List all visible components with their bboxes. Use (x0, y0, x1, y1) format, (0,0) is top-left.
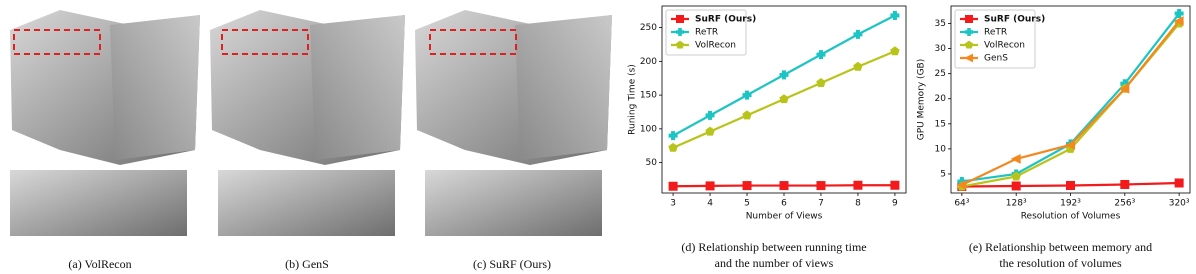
legend-label: VolRecon (984, 41, 1025, 51)
marker (890, 46, 900, 56)
marker (742, 181, 752, 191)
marker (779, 94, 789, 104)
marker (964, 53, 973, 63)
marker (676, 28, 684, 36)
x-tick-label: 9 (892, 199, 898, 209)
marker (779, 70, 789, 80)
legend-label: SuRF (Ours) (695, 15, 756, 25)
plot-frame (950, 5, 1191, 194)
x-tick-label: 256³ (1114, 199, 1135, 209)
marker (668, 131, 678, 141)
render-b (210, 10, 405, 236)
y-axis-label: Runing Time (s) (628, 64, 638, 135)
y-axis-label: GPU Memory (GB) (917, 59, 927, 140)
marker (1120, 79, 1130, 89)
x-tick-label: 4 (707, 199, 713, 209)
marker (1065, 139, 1075, 150)
marker (1010, 153, 1021, 164)
legend: SuRF (Ours) ReTR VolRecon (665, 9, 756, 56)
marker (816, 78, 826, 87)
x-tick-label: 7 (818, 199, 824, 209)
x-tick-label: 320³ (1169, 199, 1190, 209)
y-tick-label: 10 (935, 144, 947, 154)
marker (1011, 171, 1021, 181)
y-tick-label: 15 (935, 119, 946, 129)
caption: (e) Relationship between memory and (969, 240, 1152, 254)
legend-box (665, 9, 747, 56)
caption: and the number of views (715, 256, 834, 270)
render-a (10, 10, 200, 236)
marker (779, 181, 789, 191)
marker (742, 90, 752, 100)
plot-frame (661, 5, 907, 194)
marker (668, 142, 678, 152)
caption: (d) Relationship between running time (681, 240, 866, 254)
x-tick-label: 8 (855, 199, 861, 209)
marker (668, 181, 678, 191)
marker (957, 176, 967, 186)
marker (853, 29, 863, 39)
marker (705, 181, 715, 191)
y-tick-label: 50 (646, 158, 658, 168)
marker (965, 15, 973, 23)
marker (1120, 179, 1130, 189)
marker (1066, 180, 1075, 190)
render-c (415, 10, 612, 236)
marker (705, 110, 715, 120)
y-tick-label: 200 (640, 57, 657, 67)
marker (1173, 16, 1184, 26)
marker (675, 40, 685, 49)
marker (890, 180, 900, 190)
marker (676, 15, 684, 23)
marker (1174, 9, 1184, 19)
marker (890, 10, 900, 20)
x-tick-label: 3 (670, 199, 676, 209)
legend-label: ReTR (984, 28, 1007, 38)
y-tick-label: 30 (935, 44, 947, 54)
legend-label: GenS (984, 54, 1008, 64)
marker (956, 180, 967, 190)
marker (853, 61, 863, 71)
legend-label: ReTR (695, 28, 718, 38)
marker (705, 126, 715, 136)
caption: (c) SuRF (Ours) (473, 257, 551, 271)
legend-label: VolRecon (695, 41, 736, 51)
marker (965, 28, 973, 36)
x-tick-label: 128³ (1006, 199, 1027, 209)
marker (1119, 83, 1130, 94)
marker (816, 181, 826, 191)
caption: (a) VolRecon (68, 257, 131, 271)
y-tick-label: 5 (940, 169, 946, 179)
y-tick-label: 150 (640, 91, 657, 101)
x-tick-label: 5 (744, 199, 750, 209)
y-tick-label: 100 (640, 124, 657, 134)
marker (742, 110, 752, 120)
marker (1011, 181, 1021, 191)
marker (816, 50, 826, 60)
legend-label: SuRF (Ours) (984, 15, 1045, 25)
x-tick-label: 192³ (1060, 199, 1081, 209)
marker (853, 180, 863, 190)
y-tick-label: 35 (935, 19, 946, 29)
marker (964, 40, 974, 49)
y-tick-label: 250 (640, 23, 657, 33)
x-axis-label: Number of Views (746, 212, 823, 222)
x-tick-label: 6 (781, 199, 787, 209)
y-tick-label: 20 (935, 94, 947, 104)
caption: (b) GenS (285, 257, 329, 271)
caption: the resolution of volumes (999, 256, 1122, 270)
x-axis-label: Resolution of Volumes (1021, 212, 1121, 222)
legend-box (954, 9, 1036, 69)
x-tick-label: 64³ (954, 199, 969, 209)
y-tick-label: 25 (935, 69, 946, 79)
marker (1174, 178, 1184, 188)
